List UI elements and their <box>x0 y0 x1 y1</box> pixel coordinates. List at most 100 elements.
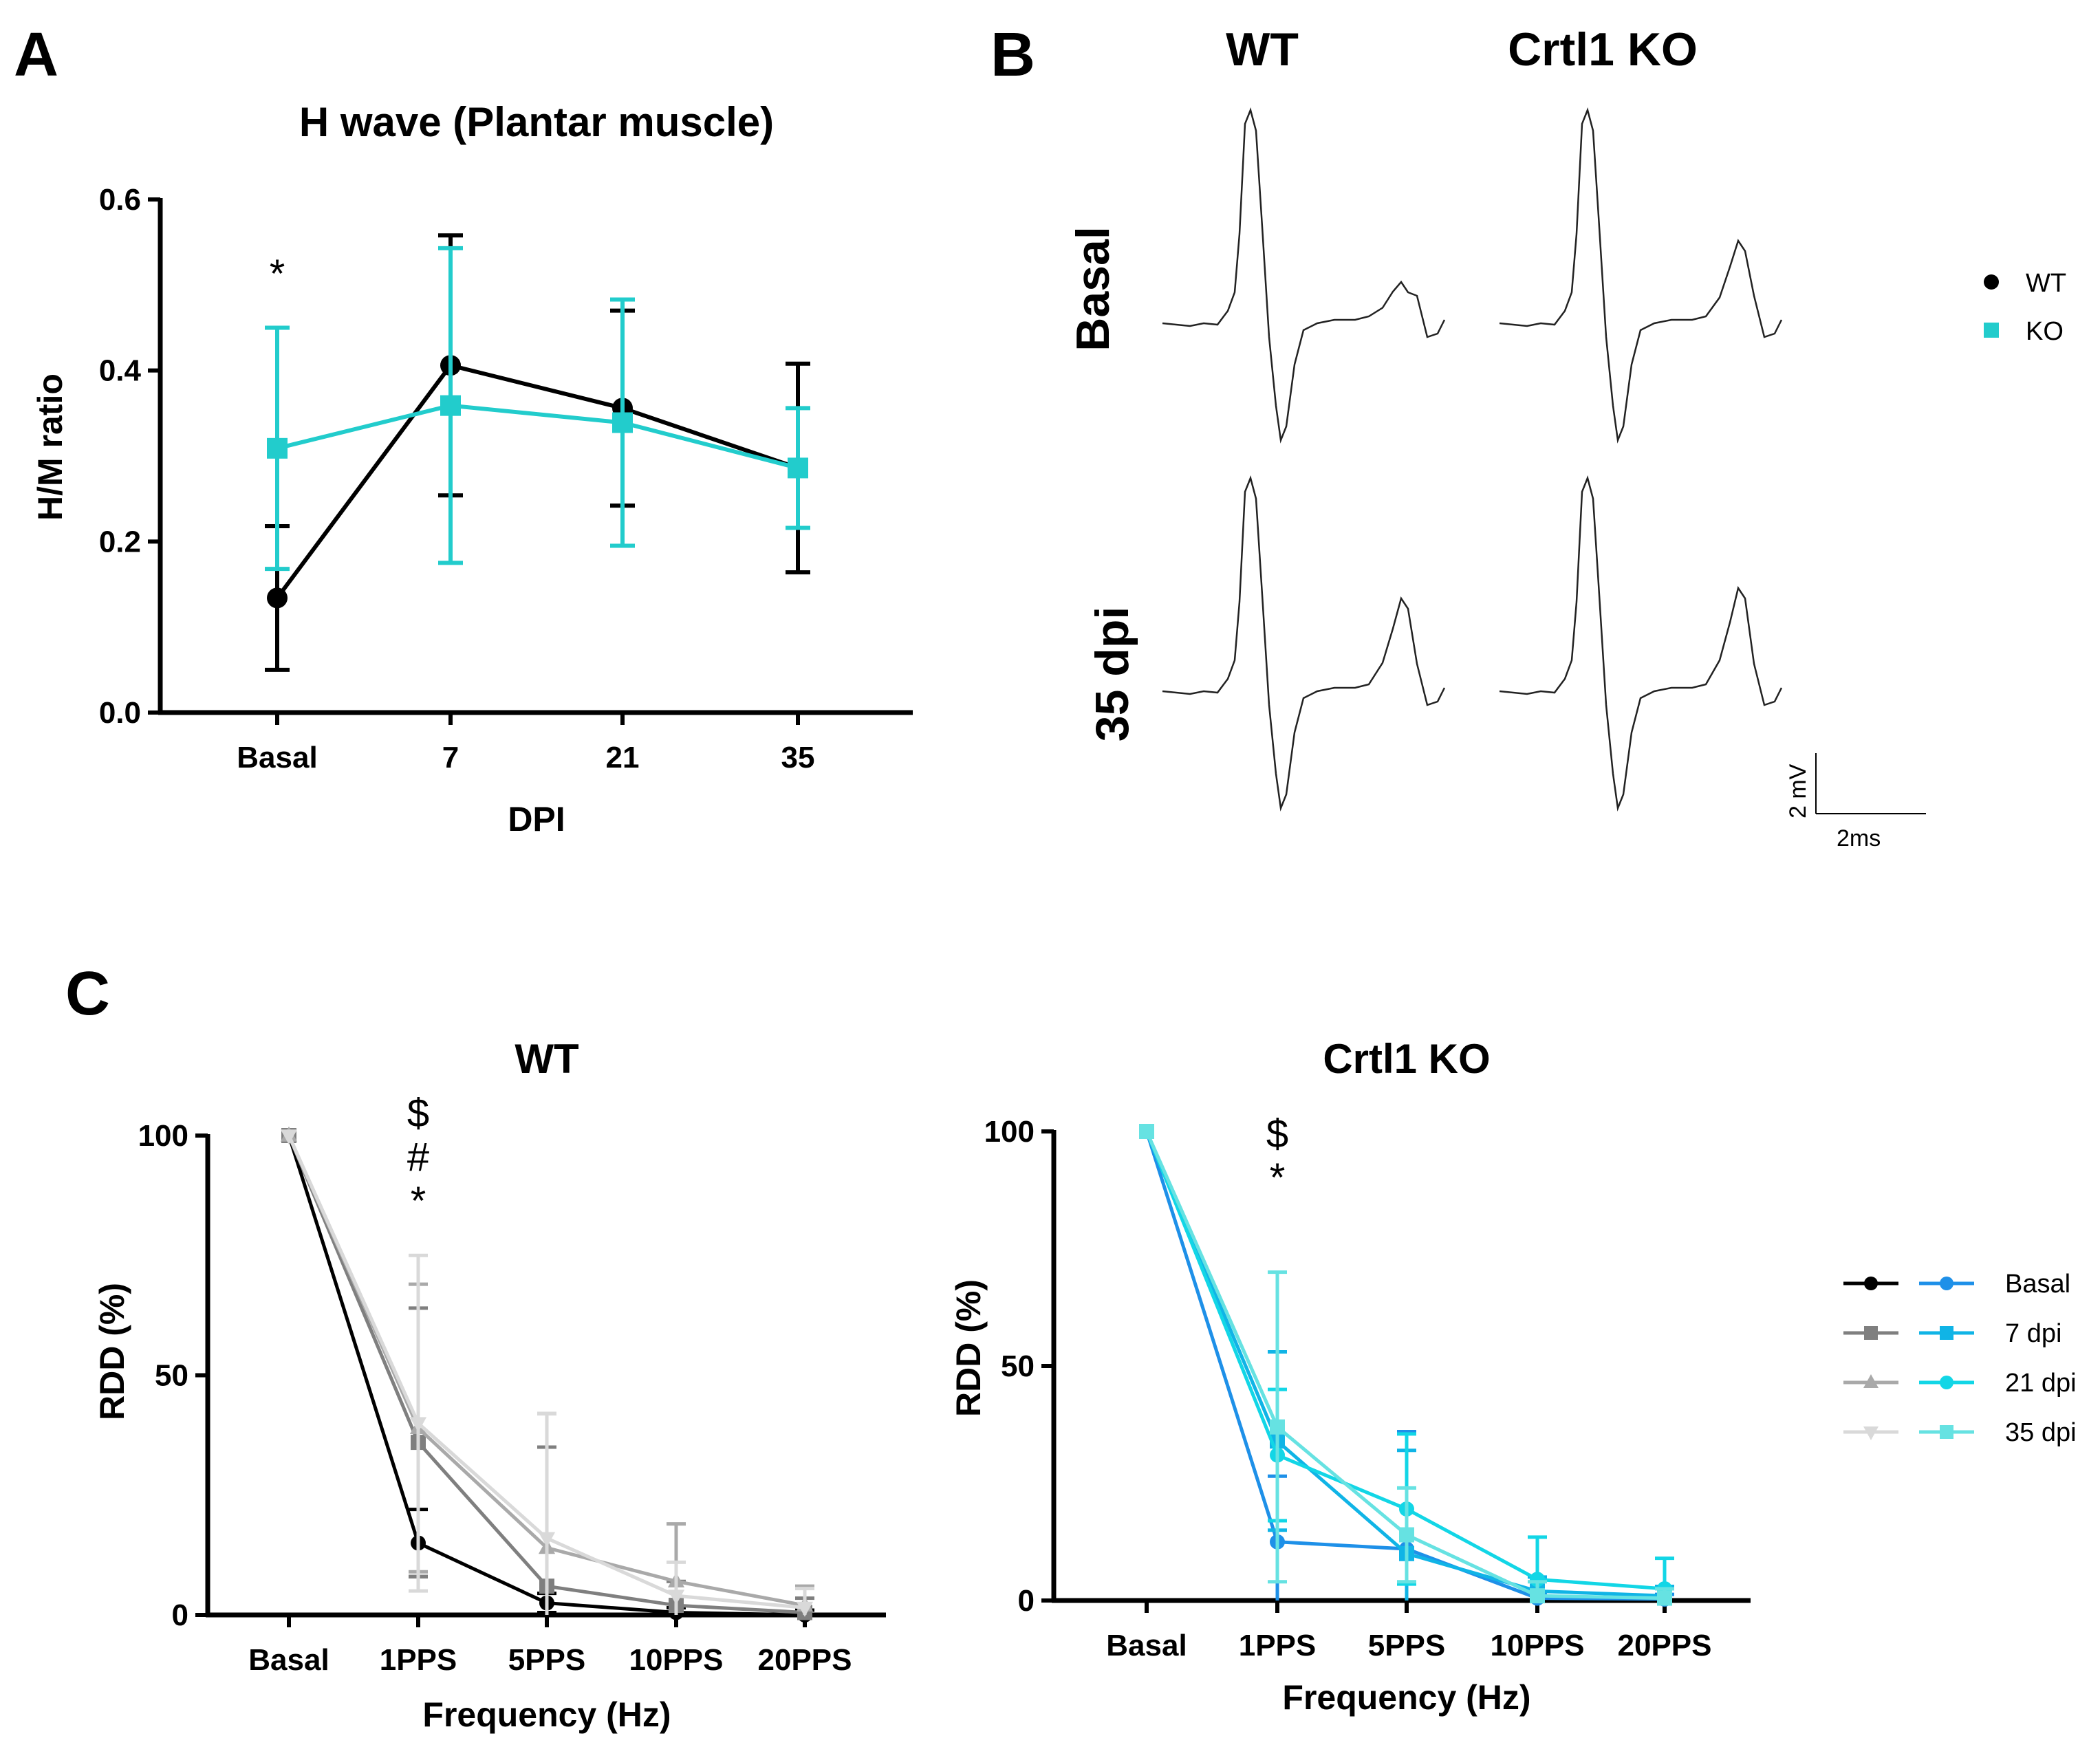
data-point <box>796 1601 814 1617</box>
chart-c-ko-axes: 0 50 100 Basal 1PPS 5PPS 10PPS 20PPS <box>984 1115 1751 1662</box>
chart-a-ylabel: H/M ratio <box>31 373 69 521</box>
data-point <box>267 587 288 609</box>
data-point <box>788 457 808 479</box>
y-tick-label: 100 <box>138 1119 188 1153</box>
legend-row-7-dpi: 7 dpi <box>1843 1319 2061 1348</box>
legend-wt-label: WT <box>2026 269 2066 298</box>
chart-a-axes: 0.0 0.2 0.4 0.6 Basal 7 21 35 <box>99 183 913 774</box>
series-ko <box>265 246 810 572</box>
panel-c-ko-chart: Crtl1 KO RDD (%) Frequency (Hz) 0 50 100 Ba… <box>949 1036 1751 1717</box>
legend-ko-marker <box>1984 323 1999 338</box>
y-tick-label: 50 <box>1001 1349 1035 1383</box>
significance-annotation: $ <box>407 1091 429 1136</box>
data-point <box>409 1417 427 1433</box>
data-point <box>667 1589 685 1605</box>
chart-c-wt-title: WT <box>515 1036 578 1082</box>
trace-row-basal-label: Basal <box>1067 226 1119 351</box>
chart-c-legend: Basal 7 dpi 21 dpi 35 dpi <box>1843 1270 2077 1447</box>
series-line <box>277 403 799 470</box>
y-tick-label: 100 <box>984 1115 1035 1149</box>
data-point <box>440 395 461 416</box>
x-tick-label: 10PPS <box>629 1643 724 1677</box>
x-tick-label: Basal <box>248 1643 329 1677</box>
trace-waveforms <box>1162 107 1783 812</box>
chart-c-wt-axes: 0 50 100 Basal 1PPS 5PPS 10PPS 20PPS <box>138 1119 886 1677</box>
y-tick-label: 0 <box>1018 1584 1035 1618</box>
chart-c-wt-xlabel: Frequency (Hz) <box>422 1695 671 1734</box>
y-tick-label: 50 <box>155 1359 188 1393</box>
legend-wt-marker <box>1984 274 1999 290</box>
x-tick-label: Basal <box>1106 1629 1187 1662</box>
significance-annotation: * <box>411 1179 426 1224</box>
scale-bar: 2 mV 2ms <box>1785 753 1926 851</box>
chart-c-ko-ylabel: RDD (%) <box>949 1279 988 1417</box>
chart-a-series: * <box>265 233 810 672</box>
x-tick-label: 20PPS <box>1618 1629 1712 1662</box>
legend-ko-marker <box>1940 1376 1953 1389</box>
series-35-dpi <box>280 1129 814 1617</box>
x-tick-label: 10PPS <box>1491 1629 1585 1662</box>
x-tick-label: 7 <box>442 741 459 774</box>
data-point <box>1270 1419 1285 1435</box>
legend-wt-marker <box>1864 1277 1878 1290</box>
y-tick-label: 0 <box>172 1598 188 1632</box>
trace-col-wt-label: WT <box>1226 23 1299 76</box>
trace-row-35dpi-label: 35 dpi <box>1086 607 1138 742</box>
chart-c-ko-series: $* <box>1139 1111 1674 1607</box>
x-tick-label: 20PPS <box>758 1643 852 1677</box>
trace-ko-basal <box>1499 107 1783 444</box>
legend-row-35-dpi: 35 dpi <box>1843 1418 2077 1447</box>
legend-wt-marker <box>1863 1426 1879 1440</box>
chart-c-wt-series: $#* <box>280 1091 814 1623</box>
y-tick-label: 0.2 <box>99 525 141 558</box>
legend-label: 7 dpi <box>2005 1319 2061 1348</box>
significance-annotation: # <box>407 1135 429 1180</box>
data-point <box>280 1129 298 1145</box>
series-35-dpi <box>1139 1124 1674 1606</box>
panel-letter-a: A <box>14 21 58 89</box>
panel-c-wt-chart: WT RDD (%) Frequency (Hz) 0 50 100 Basal 1PP… <box>93 1036 886 1734</box>
panel-letter-b: B <box>991 21 1035 89</box>
legend-ko-marker <box>1940 1425 1953 1439</box>
data-point <box>1399 1527 1414 1543</box>
legend-wt-marker <box>1863 1374 1879 1388</box>
data-point <box>267 437 288 459</box>
series-line <box>275 362 799 600</box>
legend-label: 21 dpi <box>2005 1369 2077 1398</box>
x-tick-label: 35 <box>781 741 815 774</box>
legend-row-basal: Basal <box>1843 1270 2070 1299</box>
trace-ko-35dpi <box>1499 475 1783 812</box>
chart-c-ko-title: Crtl1 KO <box>1323 1036 1490 1082</box>
panel-b-traces: WT Crtl1 KO Basal 35 dpi 2 mV 2ms <box>1067 23 1926 851</box>
x-tick-label: 21 <box>606 741 640 774</box>
scale-bar-h-label: 2ms <box>1837 825 1881 851</box>
legend-ko-label: KO <box>2026 317 2064 346</box>
legend-label: 35 dpi <box>2005 1418 2077 1447</box>
trace-wt-basal <box>1162 107 1446 444</box>
significance-annotation: * <box>1270 1155 1286 1200</box>
y-tick-label: 0.0 <box>99 696 141 730</box>
scale-bar-v-label: 2 mV <box>1785 763 1811 818</box>
chart-a-legend: WT KO <box>1984 269 2066 346</box>
data-point <box>1139 1124 1154 1139</box>
y-tick-label: 0.6 <box>99 183 141 217</box>
significance-annotation: $ <box>1266 1111 1288 1156</box>
chart-c-ko-xlabel: Frequency (Hz) <box>1282 1678 1530 1717</box>
significance-annotation: * <box>270 252 285 296</box>
series-wt <box>265 233 810 672</box>
data-point <box>538 1532 556 1548</box>
trace-wt-35dpi <box>1162 475 1446 812</box>
panel-letter-c: C <box>65 959 110 1028</box>
x-tick-label: 1PPS <box>380 1643 457 1677</box>
chart-c-wt-ylabel: RDD (%) <box>93 1283 131 1420</box>
x-tick-label: 1PPS <box>1239 1629 1317 1662</box>
chart-a-title: H wave (Plantar muscle) <box>299 99 774 145</box>
x-tick-label: 5PPS <box>1368 1629 1446 1662</box>
y-tick-label: 0.4 <box>99 354 142 388</box>
legend-label: Basal <box>2005 1270 2070 1299</box>
data-point <box>1657 1590 1672 1606</box>
trace-col-ko-label: Crtl1 KO <box>1508 23 1698 76</box>
x-tick-label: 5PPS <box>508 1643 586 1677</box>
chart-a-xlabel: DPI <box>508 800 565 838</box>
